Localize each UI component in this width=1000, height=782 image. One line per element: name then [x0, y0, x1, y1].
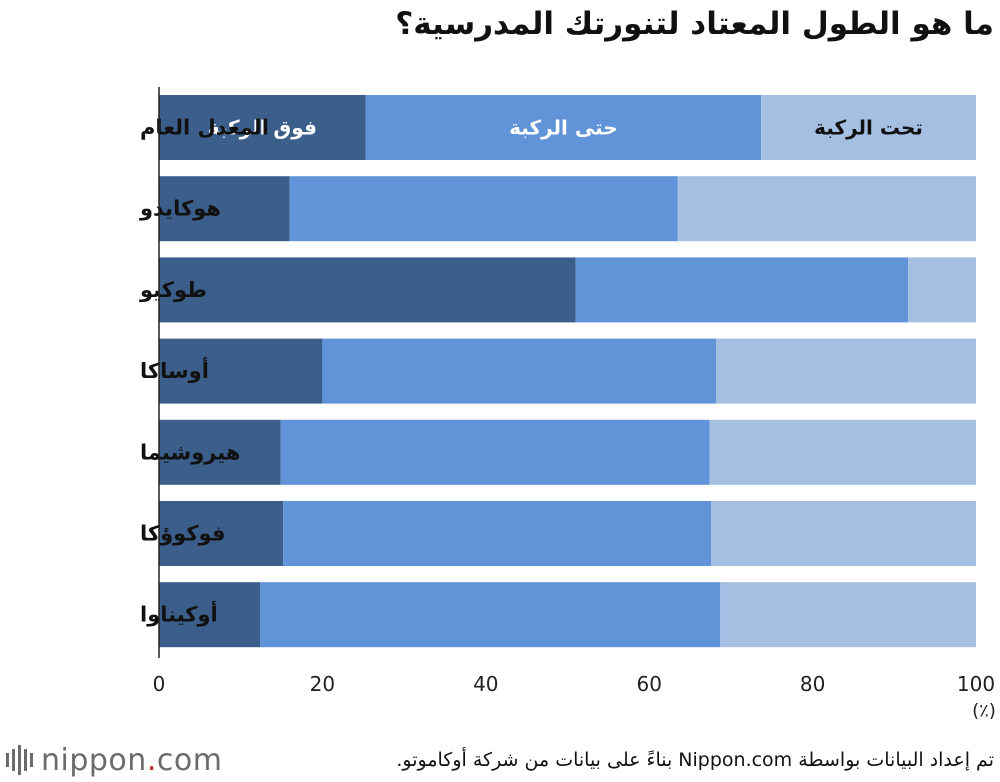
bar-segment: [908, 257, 976, 323]
x-tick-label: 20: [310, 672, 335, 696]
source-note: تم إعداد البيانات بواسطة Nippon.com بناء…: [396, 749, 994, 771]
category-label: هيروشيما: [140, 440, 240, 464]
stacked-bar-chart: فوق الركبة حتى الركبة تحت الركبة المعدل الع…: [139, 87, 996, 722]
bar-segment: [159, 501, 284, 566]
logo-suffix: com: [156, 742, 223, 778]
series-label: تحت الركبة: [814, 116, 923, 140]
series-label: فوق الركبة: [208, 116, 317, 140]
category-label: أوكيناوا: [140, 600, 218, 627]
footer: nippon. com تم إعداد البيانات بواسطة Nipp…: [0, 738, 1000, 782]
bar-segment: [716, 338, 976, 404]
x-tick-label: 80: [800, 672, 825, 696]
bar-segment: [677, 176, 976, 242]
bar-segment: [283, 501, 712, 566]
x-tick-label: 60: [636, 672, 661, 696]
nippon-logo: nippon. com: [6, 738, 222, 782]
bar-segment: [159, 176, 290, 242]
logo-dot: .: [146, 742, 157, 778]
x-tick-label: 40: [473, 672, 498, 696]
logo-bars-icon: [6, 745, 33, 775]
bar-segment: [159, 338, 323, 404]
bar-segment: [575, 257, 909, 323]
x-tick-label: 0: [153, 672, 166, 696]
bar-segment: [761, 95, 976, 160]
bar-segment: [365, 95, 762, 160]
logo-name: nippon: [41, 742, 147, 778]
bar-segment: [322, 338, 717, 404]
series-label: حتى الركبة: [509, 116, 618, 140]
bar-segment: [159, 582, 261, 648]
bar-segment: [720, 582, 976, 648]
bar-segment: [280, 419, 710, 485]
x-axis-unit-label: (٪): [972, 701, 996, 722]
bar-segment: [159, 257, 576, 323]
bar-segment: [711, 501, 976, 566]
category-label: فوكوؤكا: [140, 522, 225, 546]
chart-title: ما هو الطول المعتاد لتنورتك المدرسية؟: [395, 6, 994, 42]
bar-segment: [159, 419, 281, 485]
bar-segment: [159, 95, 366, 160]
bar-segment: [260, 582, 721, 648]
bar-segment: [289, 176, 678, 242]
category-label: المعدل العام: [140, 116, 269, 140]
category-label: طوكيو: [139, 278, 207, 302]
bar-segment: [709, 419, 976, 485]
category-label: أوساكا: [140, 356, 209, 383]
category-label: هوكايدو: [139, 197, 221, 221]
x-tick-label: 100: [957, 672, 995, 696]
